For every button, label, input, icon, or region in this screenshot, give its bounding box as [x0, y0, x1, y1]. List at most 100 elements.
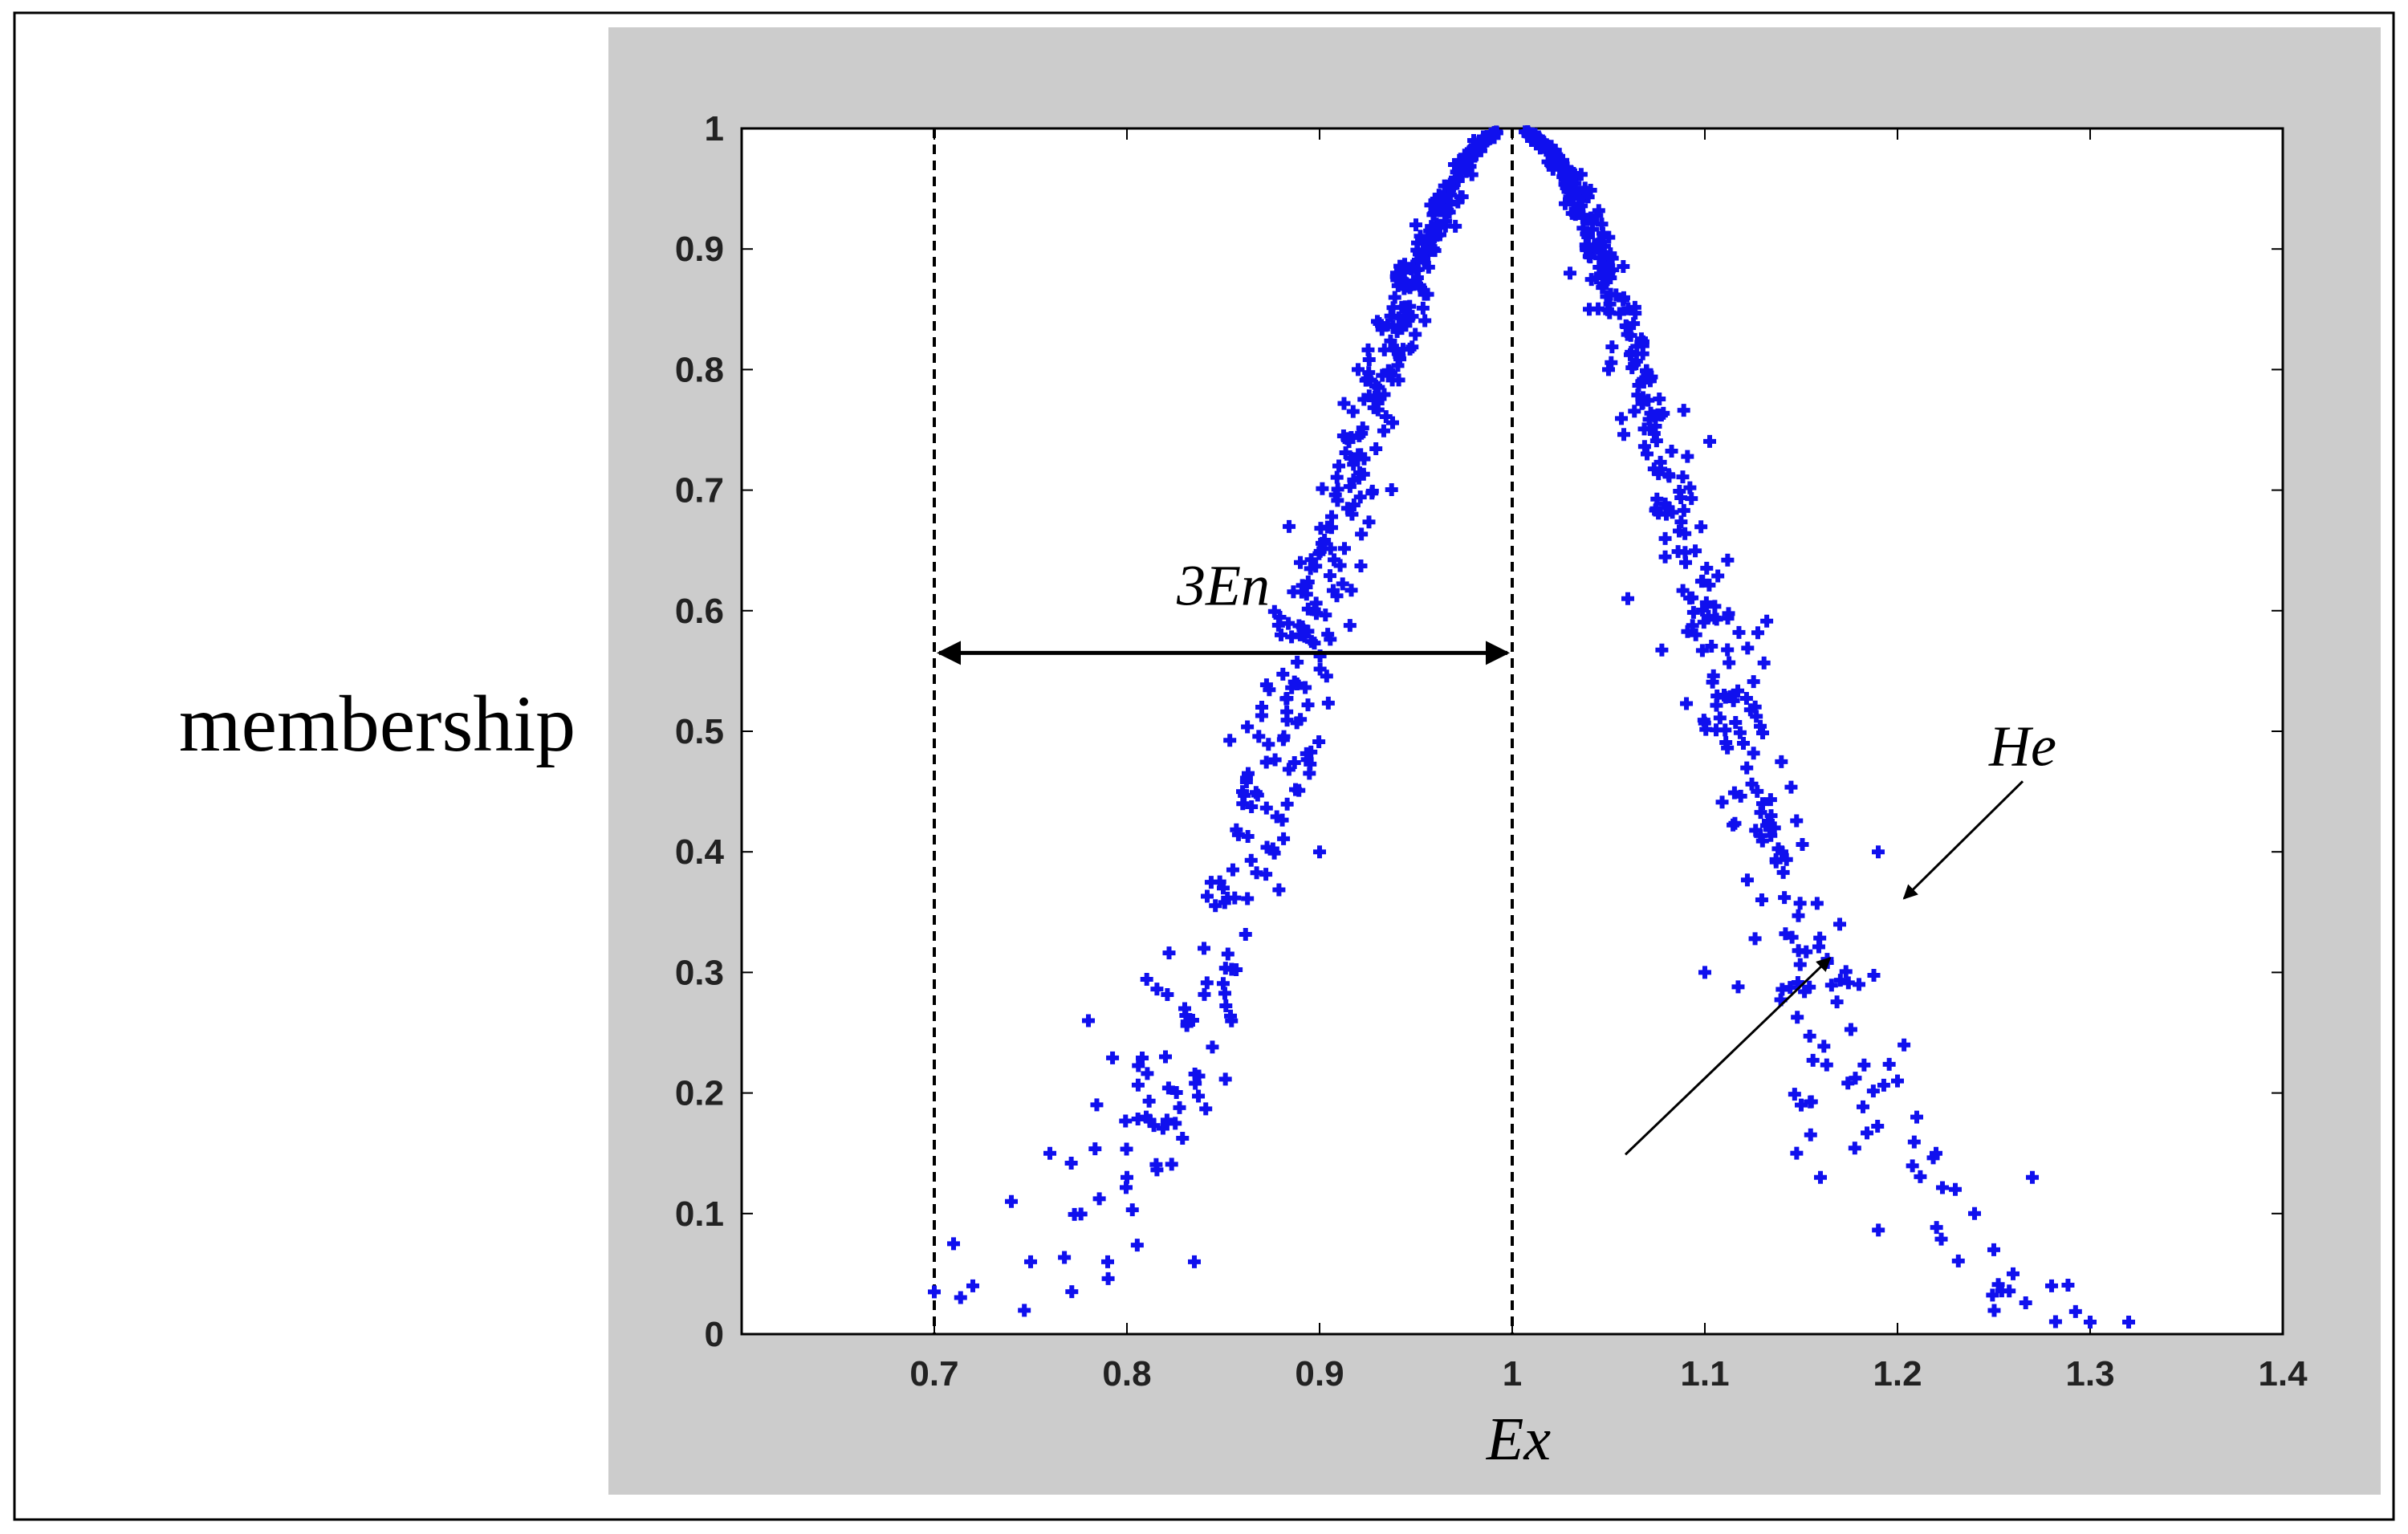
data-point — [1260, 840, 1274, 854]
data-point — [1705, 639, 1719, 653]
data-point — [1872, 1223, 1885, 1237]
data-point — [1346, 405, 1360, 418]
data-point — [1198, 987, 1211, 1001]
data-point — [1617, 293, 1630, 307]
data-point — [1064, 1157, 1078, 1170]
data-point — [1347, 458, 1361, 471]
data-point — [1140, 1110, 1153, 1124]
data-point — [1987, 1243, 2000, 1256]
y-tick-label: 0.9 — [675, 230, 724, 269]
data-point — [1344, 431, 1358, 445]
data-point — [1352, 471, 1366, 485]
data-point — [1226, 863, 1239, 877]
data-point — [1304, 562, 1317, 576]
data-point — [1930, 1221, 1943, 1235]
data-point — [1710, 612, 1723, 626]
data-point — [1245, 800, 1259, 814]
data-point — [1092, 1192, 1106, 1206]
data-point — [1698, 966, 1711, 979]
data-point — [1756, 797, 1769, 811]
data-point — [1793, 897, 1807, 910]
data-point — [1101, 1272, 1115, 1285]
data-point — [1584, 250, 1597, 264]
data-point — [1715, 795, 1729, 809]
data-point — [1708, 600, 1722, 613]
data-point — [1377, 424, 1390, 437]
axis-ticks: 0.7 0.8 0.9 1 1.1 1.2 1.3 1.4 0 0.1 0.2 0.3 0.4 0.5 0.… — [675, 109, 2308, 1394]
data-point — [1658, 550, 1672, 564]
annotations: 3En He — [937, 553, 2056, 1156]
data-point — [1418, 314, 1432, 328]
data-point — [1467, 134, 1480, 148]
data-point — [1621, 302, 1635, 315]
data-point — [1764, 828, 1778, 842]
data-point — [1755, 893, 1768, 906]
data-point — [1156, 1121, 1169, 1135]
data-point — [1340, 502, 1354, 515]
data-point — [1817, 1040, 1831, 1053]
data-point — [1830, 995, 1844, 1009]
data-point — [1755, 834, 1769, 848]
data-point — [1332, 459, 1345, 473]
data-point — [1287, 755, 1301, 769]
data-point — [1785, 930, 1799, 944]
data-point — [1338, 542, 1351, 555]
data-point — [1810, 897, 1824, 910]
data-point — [947, 1237, 960, 1251]
data-point — [1857, 1058, 1871, 1072]
data-point — [1776, 865, 1790, 879]
data-point — [1292, 783, 1306, 797]
data-point — [1150, 983, 1164, 996]
data-point — [2019, 1296, 2032, 1309]
data-point — [1732, 625, 1746, 639]
data-point — [1882, 1057, 1896, 1071]
data-point — [1804, 1095, 1818, 1109]
data-point — [1861, 1126, 1874, 1140]
data-point — [1729, 715, 1743, 729]
data-point — [1580, 227, 1593, 241]
data-point — [1206, 1040, 1219, 1054]
data-point — [1371, 393, 1385, 406]
data-point — [1090, 1098, 1104, 1112]
data-point — [1872, 845, 1885, 859]
data-point — [1576, 210, 1590, 224]
data-point — [1625, 345, 1638, 359]
data-point — [1074, 1207, 1088, 1221]
data-point — [1403, 281, 1417, 295]
data-point — [1169, 1117, 1182, 1130]
data-point — [1132, 1059, 1145, 1072]
data-point — [1209, 899, 1222, 913]
data-point — [1150, 1163, 1164, 1177]
data-point — [1444, 181, 1458, 194]
data-point — [1316, 482, 1329, 495]
data-point — [1866, 1084, 1880, 1098]
data-point — [1301, 698, 1315, 712]
data-point — [1721, 553, 1735, 567]
data-point — [1369, 441, 1383, 455]
data-point — [1568, 182, 1582, 196]
data-point — [1294, 555, 1307, 569]
data-point — [1043, 1146, 1056, 1160]
data-point — [1371, 315, 1384, 328]
data-point — [1525, 134, 1538, 148]
data-point — [1147, 1119, 1161, 1133]
data-point — [1804, 1128, 1817, 1141]
data-point — [1731, 684, 1745, 698]
data-point — [1268, 753, 1282, 767]
data-point — [1856, 1100, 1869, 1113]
data-point — [1747, 675, 1760, 689]
data-point — [1277, 832, 1291, 845]
data-point — [1249, 786, 1263, 800]
data-point — [1263, 683, 1276, 697]
data-point — [1463, 160, 1477, 173]
data-point — [1741, 641, 1755, 655]
data-point — [1743, 703, 1757, 717]
data-point — [1106, 1051, 1120, 1064]
data-point — [1784, 780, 1798, 794]
data-point — [1986, 1288, 1999, 1302]
data-point — [1595, 246, 1609, 259]
data-point — [1161, 987, 1174, 1001]
data-point — [1299, 681, 1312, 694]
y-tick-label: 0.1 — [675, 1194, 724, 1234]
data-point — [1352, 363, 1365, 376]
